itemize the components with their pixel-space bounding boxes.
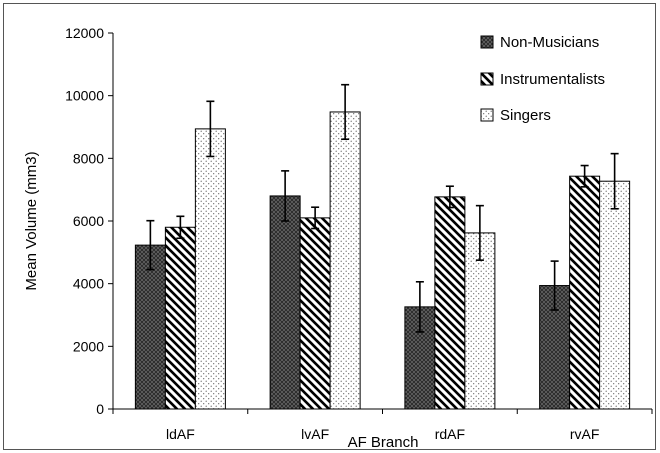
y-tick-label: 10000 — [65, 88, 104, 104]
legend-swatch — [480, 72, 494, 86]
bar — [329, 111, 361, 410]
legend-swatch — [480, 35, 494, 49]
legend: Non-Musicians Instrumentalists Singers — [480, 34, 605, 124]
bar — [299, 217, 331, 410]
bar — [464, 232, 496, 410]
y-tick-label: 4000 — [73, 276, 104, 292]
error-bars-group — [146, 83, 619, 333]
y-tick-label: 2000 — [73, 338, 104, 354]
x-axis-label: AF Branch — [348, 434, 419, 451]
bar — [269, 195, 301, 410]
y-axis-label: Mean Volume (mm3) — [23, 151, 40, 290]
bar — [194, 128, 226, 410]
y-tick-label: 0 — [96, 401, 104, 417]
x-tick-label: rdAF — [435, 426, 465, 442]
x-tick-label: lvAF — [301, 426, 329, 442]
legend-swatch — [480, 108, 494, 122]
y-axis-ticks: 0 2000 4000 6000 8000 10000 12000 — [65, 25, 113, 417]
x-tick-label: ldAF — [166, 426, 195, 442]
y-tick-label: 8000 — [73, 150, 104, 166]
bars-group — [134, 111, 631, 410]
legend-label: Singers — [500, 107, 551, 124]
y-tick-label: 12000 — [65, 25, 104, 41]
y-tick-label: 6000 — [73, 213, 104, 229]
bar — [164, 226, 196, 410]
x-axis-ticks: ldAF lvAF rdAF rvAF — [112, 409, 653, 442]
bar — [434, 196, 466, 410]
x-tick-label: rvAF — [570, 426, 600, 442]
bar — [569, 175, 601, 410]
bar — [599, 180, 631, 410]
bar — [134, 244, 166, 410]
legend-label: Instrumentalists — [500, 71, 605, 88]
legend-label: Non-Musicians — [500, 34, 599, 51]
